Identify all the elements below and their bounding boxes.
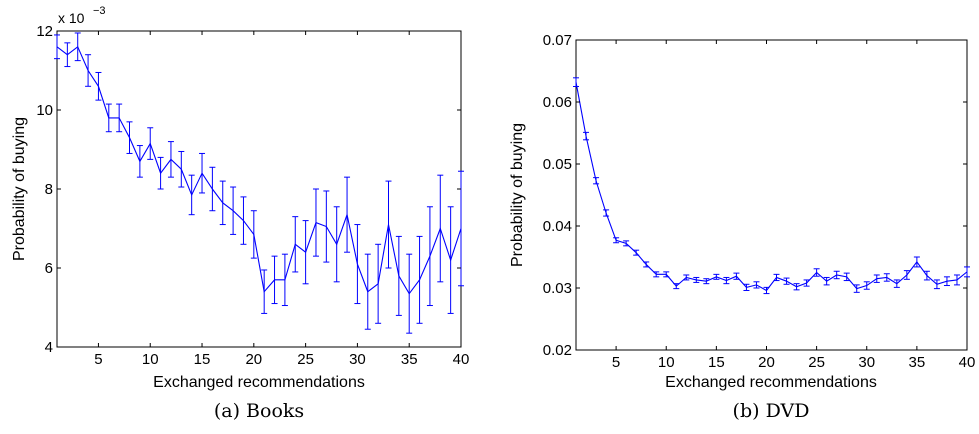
books-ytick-label: 6 bbox=[45, 260, 53, 277]
dvd-marks bbox=[573, 77, 970, 295]
books-xtick-label: 5 bbox=[94, 351, 102, 368]
books-xtick-label: 25 bbox=[297, 351, 314, 368]
dvd-xtick-label: 35 bbox=[909, 354, 926, 371]
books-exponent-power: −3 bbox=[93, 5, 106, 17]
books-ylabel: Probability of buying bbox=[11, 117, 28, 261]
dvd-ytick-label: 0.02 bbox=[543, 342, 572, 359]
books-xtick-label: 15 bbox=[194, 351, 211, 368]
dvd-xtick-label: 25 bbox=[808, 354, 825, 371]
books-ytick-label: 4 bbox=[45, 339, 53, 356]
dvd-ytick-label: 0.06 bbox=[543, 94, 572, 111]
dvd-xtick-label: 20 bbox=[758, 354, 775, 371]
dvd-ytick-label: 0.04 bbox=[543, 218, 572, 235]
dvd-xlabel: Exchanged recommendations bbox=[665, 374, 877, 391]
dvd-ylabel: Probability of buying bbox=[509, 123, 526, 267]
books-xtick-label: 35 bbox=[401, 351, 418, 368]
dvd-caption: (b) DVD bbox=[733, 400, 810, 422]
dvd-xtick-label: 10 bbox=[658, 354, 675, 371]
dvd-xtick-label: 15 bbox=[708, 354, 725, 371]
books-xtick-label: 30 bbox=[349, 351, 366, 368]
dvd-series-line bbox=[575, 82, 968, 292]
panel-books: 5 10 15 20 25 30 35 40 4 6 8 10 12 x 10 −3 Exchanged… bbox=[11, 5, 469, 422]
books-series-line bbox=[56, 45, 462, 295]
books-xtick-label: 10 bbox=[142, 351, 159, 368]
dvd-xtick-label: 30 bbox=[858, 354, 875, 371]
books-ytick-label: 10 bbox=[36, 102, 53, 119]
books-exponent-base: x 10 bbox=[58, 10, 85, 26]
dvd-ytick-label: 0.07 bbox=[543, 32, 572, 49]
dvd-ytick-label: 0.05 bbox=[543, 156, 572, 173]
books-ytick-label: 12 bbox=[36, 23, 53, 40]
books-ytick-label: 8 bbox=[45, 181, 53, 198]
dvd-xtick-label: 5 bbox=[612, 354, 620, 371]
dvd-xtick-label: 40 bbox=[959, 354, 976, 371]
dvd-ticks: 5 10 15 20 25 30 35 40 0.02 0.03 0.04 0.05 0.06 0.07 bbox=[543, 32, 976, 371]
plot-frame-books bbox=[56, 30, 462, 348]
plot-frame-dvd bbox=[575, 39, 968, 351]
dvd-ytick-label: 0.03 bbox=[543, 280, 572, 297]
books-xtick-label: 20 bbox=[245, 351, 262, 368]
books-caption: (a) Books bbox=[214, 400, 304, 422]
books-marks bbox=[54, 32, 464, 334]
books-ticks: 5 10 15 20 25 30 35 40 4 6 8 10 12 bbox=[36, 23, 469, 368]
books-xtick-label: 40 bbox=[453, 351, 470, 368]
books-xlabel: Exchanged recommendations bbox=[153, 374, 365, 391]
panel-dvd: 5 10 15 20 25 30 35 400.020.030.040.050.060.07 … bbox=[509, 32, 975, 422]
